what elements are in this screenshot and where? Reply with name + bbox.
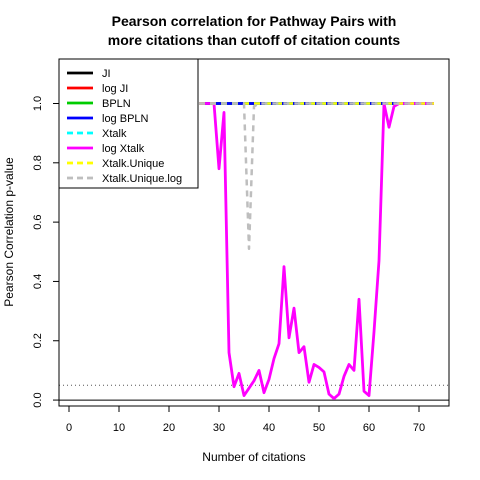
x-tick-label: 20	[163, 422, 175, 434]
legend-entry-label: Xtalk.Unique	[102, 158, 164, 170]
x-tick-label: 0	[66, 422, 72, 434]
y-tick-label: 0.2	[32, 333, 44, 348]
y-tick-label: 0.0	[32, 392, 44, 407]
chart-title-line-2: more citations than cutoff of citation c…	[108, 32, 401, 48]
x-tick-label: 60	[363, 422, 375, 434]
plot-area	[59, 102, 449, 401]
y-tick-label: 0.4	[32, 274, 44, 289]
x-tick-label: 30	[213, 422, 225, 434]
legend-entry-label: Xtalk.Unique.log	[102, 173, 182, 185]
legend-entry-label: log JI	[102, 83, 128, 95]
series-line-log-xtalk	[199, 102, 434, 400]
y-tick-label: 1.0	[32, 96, 44, 111]
legend-entry-label: log BPLN	[102, 113, 149, 125]
legend: JI log JI BPLN log BPLN Xtalk log Xtalk Xtalk.…	[58, 58, 199, 189]
y-axis-label: Pearson Correlation p-value	[2, 157, 16, 307]
chart-title-line-1: Pearson correlation for Pathway Pairs wi…	[112, 13, 397, 29]
x-axis-label: Number of citations	[202, 450, 305, 464]
legend-entry-label: Xtalk	[102, 128, 127, 140]
legend-entry-label: BPLN	[102, 98, 131, 110]
x-tick-label: 40	[263, 422, 275, 434]
x-axis: 0 10 20 30 40 50 60 70	[66, 405, 425, 434]
legend-entry-label: JI	[102, 68, 111, 80]
x-tick-label: 70	[413, 422, 425, 434]
legend-entry-label: log Xtalk	[102, 143, 145, 155]
y-tick-label: 0.8	[32, 155, 44, 170]
legend-box	[58, 58, 199, 189]
x-tick-label: 10	[113, 422, 125, 434]
y-tick-label: 0.6	[32, 214, 44, 229]
series-line-xtalk-unique-log	[199, 102, 434, 251]
x-tick-label: 50	[313, 422, 325, 434]
